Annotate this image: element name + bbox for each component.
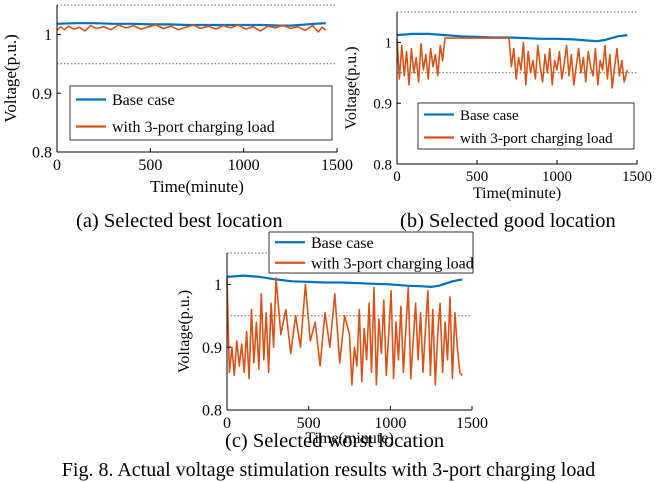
x-axis-label: Time(minute) (473, 185, 561, 202)
chart-best-location: 0 500 1000 1500 0.8 0.9 1 Time(minute) Voltage(p… (1, 4, 353, 196)
legend-label: with 3-port charging load (311, 255, 474, 272)
legend-label: Base case (311, 235, 374, 252)
y-axis-label: Voltage(p.u.) (176, 290, 193, 373)
x-tick-label: 500 (297, 415, 321, 432)
charging-load-line (396, 37, 629, 89)
y-tick-label: 0.8 (202, 403, 222, 420)
caption-best-location: (a) Selected best location (76, 210, 283, 232)
figure-caption: Fig. 8. Actual voltage stimulation resul… (61, 459, 596, 481)
x-tick-label: 0 (393, 169, 401, 185)
chart-worst-location: 0 500 1000 1500 0.8 0.9 1 Time(minute) Voltage(p… (176, 231, 488, 447)
y-axis-label: Voltage(p.u.) (343, 46, 360, 129)
x-tick-label: 500 (138, 157, 162, 174)
legend-label: with 3-port charging load (112, 119, 275, 136)
legend-label: with 3-port charging load (460, 131, 613, 147)
base-case-line (226, 274, 463, 288)
legend-label: Base case (460, 108, 519, 124)
x-axis-label: Time(minute) (150, 177, 244, 196)
y-tick-label: 0.8 (32, 145, 52, 162)
x-tick-label: 1500 (456, 415, 488, 432)
base-case-line (396, 32, 628, 43)
y-tick-label: 1 (214, 277, 222, 294)
x-tick-label: 0 (53, 157, 61, 174)
y-tick-label: 0.9 (373, 96, 392, 112)
x-tick-label: 1000 (542, 169, 572, 185)
x-tick-label: 1500 (321, 157, 353, 174)
caption-worst-location: (c) Selected worst location (225, 430, 445, 452)
legend-box (417, 102, 635, 150)
y-tick-label: 0.8 (373, 157, 392, 173)
y-tick-label: 0.9 (202, 340, 222, 357)
y-tick-label: 1 (44, 27, 52, 44)
base-case-line (56, 22, 326, 27)
x-tick-label: 0 (223, 415, 231, 432)
caption-good-location: (b) Selected good location (400, 210, 616, 232)
y-axis-label: Voltage(p.u.) (1, 34, 20, 122)
x-tick-label: 500 (466, 169, 489, 185)
legend-box (268, 231, 474, 274)
x-tick-label: 1000 (374, 415, 406, 432)
charging-load-line (56, 24, 327, 33)
charging-load-line (226, 277, 463, 386)
legend-label: Base case (112, 92, 175, 109)
chart-good-location: 0 500 1000 1500 0.8 0.9 1 Time(minute) Voltage(p… (343, 11, 652, 202)
y-tick-label: 0.9 (32, 86, 52, 103)
y-tick-label: 1 (385, 36, 393, 52)
x-tick-label: 1000 (228, 157, 260, 174)
legend-box (69, 85, 333, 141)
x-axis-label: Time(minute) (305, 430, 393, 447)
x-tick-label: 1500 (622, 169, 652, 185)
